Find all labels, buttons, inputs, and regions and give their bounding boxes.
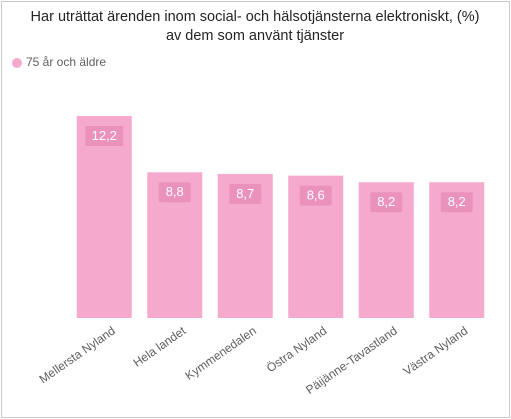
data-label: 8,2	[377, 194, 395, 209]
data-label-bg	[440, 192, 473, 213]
data-label-bg	[158, 182, 191, 203]
data-label: 8,7	[236, 186, 254, 201]
data-label: 8,8	[166, 184, 184, 199]
chart-subtitle: av dem som använt tjänster	[166, 28, 344, 44]
chart-title: Har uträttat ärenden inom social- och hä…	[31, 9, 480, 25]
data-label-bg	[229, 183, 262, 204]
data-label-bg	[85, 126, 124, 146]
data-label-bg	[370, 192, 403, 213]
bar	[76, 116, 132, 318]
data-label: 8,2	[448, 194, 466, 209]
data-label-bg	[299, 185, 332, 206]
data-label: 8,6	[307, 188, 325, 203]
data-label: 12,2	[92, 128, 117, 143]
legend-label: 75 år och äldre	[26, 55, 106, 69]
legend-marker	[12, 58, 22, 68]
